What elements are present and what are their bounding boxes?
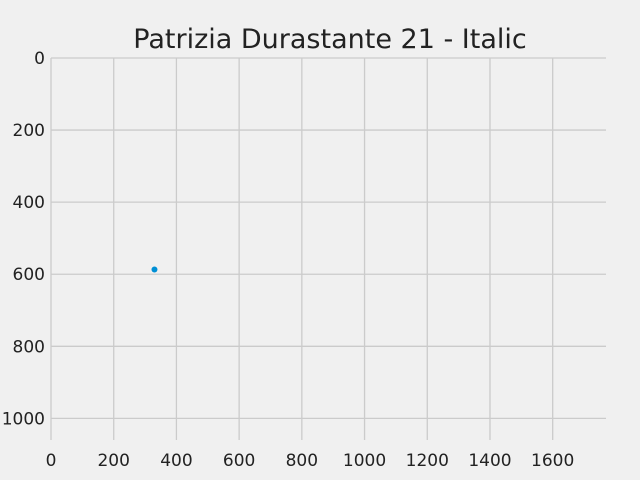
y-axis-ticks: 0 200 400 600 800 1000 xyxy=(2,49,45,429)
x-axis-ticks: 0 200 400 600 800 1000 1200 1400 1600 xyxy=(46,451,575,471)
data-point xyxy=(151,266,158,273)
x-tick-label: 0 xyxy=(46,451,57,471)
y-tick-label: 800 xyxy=(13,337,45,357)
x-tick-label: 800 xyxy=(286,451,318,471)
y-tick-label: 1000 xyxy=(2,409,45,429)
y-tick-label: 0 xyxy=(34,49,45,69)
y-tick-label: 600 xyxy=(13,265,45,285)
y-tick-label: 200 xyxy=(13,121,45,141)
x-tick-label: 1200 xyxy=(406,451,449,471)
x-tick-label: 600 xyxy=(223,451,255,471)
x-tick-label: 1400 xyxy=(468,451,511,471)
x-tick-label: 1000 xyxy=(343,451,386,471)
chart-title: Patrizia Durastante 21 - Italic xyxy=(133,24,526,55)
x-tick-label: 1600 xyxy=(531,451,574,471)
y-tick-label: 400 xyxy=(13,193,45,213)
grid-lines xyxy=(50,57,606,440)
data-points xyxy=(151,266,158,273)
x-tick-label: 400 xyxy=(160,451,192,471)
x-tick-label: 200 xyxy=(97,451,129,471)
